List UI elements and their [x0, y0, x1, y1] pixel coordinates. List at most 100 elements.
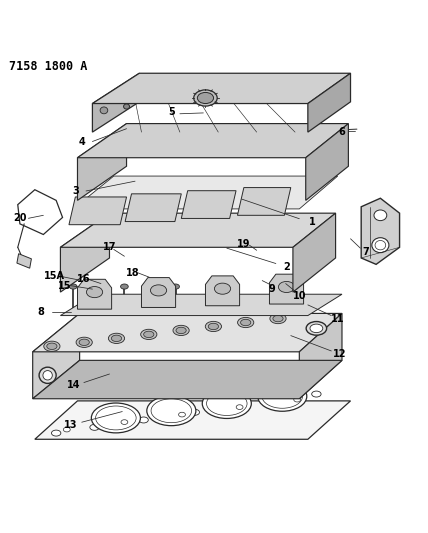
- Ellipse shape: [176, 327, 186, 334]
- Ellipse shape: [197, 92, 214, 103]
- Ellipse shape: [310, 324, 323, 333]
- Ellipse shape: [279, 281, 294, 293]
- Ellipse shape: [223, 284, 231, 289]
- Ellipse shape: [111, 335, 122, 342]
- Ellipse shape: [76, 337, 92, 348]
- Polygon shape: [33, 360, 342, 399]
- Text: 11: 11: [331, 313, 345, 324]
- Ellipse shape: [375, 240, 386, 250]
- Ellipse shape: [69, 284, 77, 289]
- Text: 2: 2: [283, 262, 290, 271]
- Ellipse shape: [51, 430, 61, 436]
- Text: 12: 12: [333, 349, 347, 359]
- Ellipse shape: [173, 325, 189, 336]
- Text: 1: 1: [309, 217, 315, 227]
- Polygon shape: [35, 401, 351, 439]
- Ellipse shape: [258, 382, 307, 411]
- Polygon shape: [299, 313, 342, 399]
- Ellipse shape: [239, 402, 249, 408]
- Text: 20: 20: [13, 213, 27, 223]
- Ellipse shape: [147, 396, 196, 426]
- Ellipse shape: [121, 420, 128, 424]
- Polygon shape: [60, 294, 342, 316]
- Text: 6: 6: [339, 127, 345, 137]
- Polygon shape: [18, 190, 62, 235]
- Ellipse shape: [124, 104, 130, 109]
- Ellipse shape: [270, 313, 286, 324]
- Polygon shape: [92, 73, 140, 132]
- Text: 15: 15: [58, 281, 71, 290]
- Text: 7: 7: [362, 247, 369, 256]
- Polygon shape: [33, 313, 80, 399]
- Polygon shape: [60, 213, 110, 292]
- Ellipse shape: [273, 316, 283, 322]
- Ellipse shape: [47, 343, 57, 350]
- Polygon shape: [205, 276, 240, 306]
- Ellipse shape: [335, 126, 341, 133]
- Ellipse shape: [86, 287, 103, 297]
- Text: 4: 4: [78, 136, 85, 147]
- Polygon shape: [306, 124, 348, 200]
- Ellipse shape: [172, 284, 179, 289]
- Ellipse shape: [100, 107, 108, 114]
- Text: 9: 9: [268, 284, 275, 294]
- Polygon shape: [73, 176, 338, 209]
- Text: 18: 18: [126, 268, 140, 278]
- Ellipse shape: [312, 391, 321, 397]
- Ellipse shape: [95, 406, 136, 430]
- Ellipse shape: [372, 238, 389, 253]
- Ellipse shape: [374, 210, 387, 221]
- Polygon shape: [142, 278, 175, 308]
- Ellipse shape: [274, 284, 282, 289]
- Polygon shape: [361, 198, 400, 264]
- Ellipse shape: [214, 283, 231, 294]
- Ellipse shape: [262, 384, 303, 408]
- Ellipse shape: [43, 370, 52, 380]
- Ellipse shape: [144, 331, 154, 337]
- Ellipse shape: [178, 412, 185, 417]
- Text: 8: 8: [38, 307, 45, 317]
- Ellipse shape: [151, 399, 192, 423]
- Text: 14: 14: [66, 379, 80, 390]
- Ellipse shape: [208, 324, 219, 330]
- Ellipse shape: [141, 329, 157, 340]
- Polygon shape: [293, 213, 336, 292]
- Ellipse shape: [44, 341, 60, 351]
- Text: 7158 1800 A: 7158 1800 A: [9, 60, 88, 72]
- Polygon shape: [77, 279, 112, 309]
- Ellipse shape: [205, 321, 222, 332]
- Polygon shape: [308, 73, 351, 132]
- Text: 3: 3: [72, 186, 79, 196]
- Polygon shape: [181, 191, 236, 219]
- Text: 17: 17: [103, 243, 116, 252]
- Ellipse shape: [294, 397, 300, 402]
- Ellipse shape: [90, 424, 99, 430]
- Ellipse shape: [79, 339, 89, 345]
- Polygon shape: [33, 313, 342, 352]
- Ellipse shape: [39, 367, 56, 383]
- Ellipse shape: [190, 409, 199, 415]
- Text: 19: 19: [237, 239, 251, 249]
- Ellipse shape: [108, 333, 125, 343]
- Polygon shape: [238, 188, 291, 215]
- Ellipse shape: [150, 285, 166, 296]
- Ellipse shape: [121, 284, 128, 289]
- Ellipse shape: [236, 405, 243, 409]
- Polygon shape: [270, 274, 303, 304]
- Text: 5: 5: [168, 107, 175, 117]
- Ellipse shape: [63, 427, 70, 432]
- Text: 16: 16: [77, 274, 91, 284]
- Polygon shape: [69, 197, 127, 225]
- Polygon shape: [77, 124, 348, 158]
- Ellipse shape: [238, 317, 254, 328]
- Ellipse shape: [194, 90, 217, 106]
- Polygon shape: [125, 194, 181, 222]
- Polygon shape: [60, 213, 336, 247]
- Ellipse shape: [207, 392, 247, 415]
- Text: 15A: 15A: [44, 271, 65, 281]
- Ellipse shape: [202, 389, 251, 418]
- Ellipse shape: [241, 319, 251, 326]
- Text: 13: 13: [64, 420, 78, 430]
- Ellipse shape: [139, 417, 148, 423]
- Ellipse shape: [306, 321, 327, 335]
